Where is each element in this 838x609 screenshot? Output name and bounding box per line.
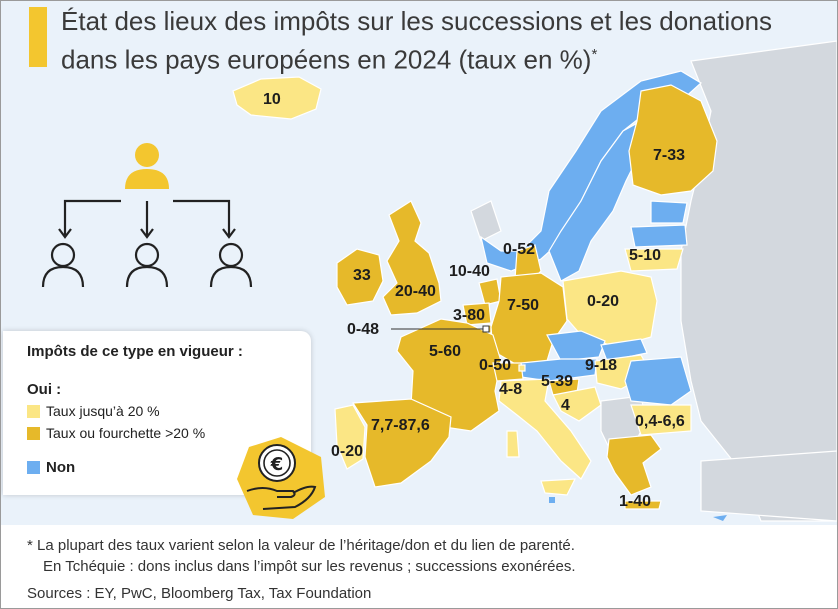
country-crete (624, 500, 662, 510)
country-finland (628, 84, 718, 196)
country-liechtenstein (518, 364, 526, 372)
label-royaume-uni: 20-40 (395, 283, 436, 300)
label-islande: 10 (263, 91, 281, 108)
norway-north-non-eu (470, 200, 502, 242)
country-latvia (630, 224, 688, 248)
country-sicily (540, 478, 577, 496)
country-switzerland (492, 362, 524, 382)
legend-label-low: Taux jusqu’à 20 % (46, 403, 160, 419)
svg-text:€: € (270, 454, 284, 475)
legend-swatch-high (27, 426, 40, 440)
country-spain (351, 398, 452, 488)
label-pologne: 0-20 (587, 293, 620, 310)
legend-label-none: Non (46, 459, 76, 476)
country-bulgaria (630, 404, 692, 436)
legend-oui: Oui : (27, 381, 62, 398)
country-cyprus (713, 515, 727, 521)
label-france: 5-60 (429, 343, 462, 360)
country-belgium (462, 302, 492, 326)
euro-coin-hand-icon: € (237, 437, 325, 519)
country-norway (480, 70, 703, 272)
country-greece (606, 434, 662, 496)
turkey-region (700, 450, 837, 522)
country-croatia (552, 386, 602, 422)
country-portugal (334, 404, 366, 470)
legend-row-low: Taux jusqu’à 20 % (27, 403, 160, 419)
label-finlande: 7-33 (653, 147, 686, 164)
country-romania (624, 356, 692, 406)
luxembourg-marker (482, 325, 490, 333)
country-lithuania (624, 248, 684, 272)
country-poland (562, 270, 658, 348)
sources: Sources : EY, PwC, Bloomberg Tax, Tax Fo… (27, 585, 372, 602)
country-malta (549, 497, 555, 503)
legend-label-high: Taux ou fourchette >20 % (46, 425, 206, 441)
country-iceland (232, 76, 322, 120)
footer: * La plupart des taux varient selon la v… (1, 525, 837, 608)
country-italy (498, 378, 592, 480)
footnote-1: * La plupart des taux varient selon la v… (27, 537, 575, 554)
legend-row-high: Taux ou fourchette >20 % (27, 425, 205, 441)
label-portugal: 0-20 (331, 443, 364, 460)
label-allemagne: 7-50 (507, 297, 540, 314)
label-irlande: 33 (353, 267, 371, 284)
label-bulgarie: 0,4-6,6 (635, 413, 685, 430)
label-luxembourg: 0-48 (347, 321, 380, 338)
page-title: État des lieux des impôts sur les succes… (61, 6, 773, 75)
country-ireland (336, 248, 384, 306)
label-danemark: 0-52 (503, 241, 536, 258)
country-estonia (650, 200, 688, 224)
legend-title: Impôts de ce type en vigueur : (27, 343, 243, 360)
footnote-2: En Tchéquie : dons inclus dans l’impôt s… (43, 558, 576, 575)
country-sardinia (506, 430, 520, 458)
country-netherlands (478, 278, 502, 306)
label-liechtenstein: 4-8 (499, 381, 523, 398)
label-hongrie: 9-18 (585, 357, 618, 374)
label-pays-bas: 10-40 (449, 263, 490, 280)
country-france (396, 318, 502, 432)
legend-swatch-none (27, 461, 40, 474)
label-grece: 1-40 (619, 493, 652, 510)
legend-row-none: Non (27, 459, 75, 476)
country-slovakia (600, 338, 648, 362)
label-slovenie: 5-39 (541, 373, 574, 390)
family-tree-icon (41, 143, 253, 288)
label-espagne: 7,7-87,6 (371, 417, 430, 434)
label-suisse: 0-50 (479, 357, 512, 374)
legend-swatch-low (27, 404, 40, 418)
label-belgique: 3-80 (453, 307, 486, 324)
label-italie: 4 (561, 397, 570, 414)
country-uk (382, 200, 442, 316)
label-lituanie: 5-10 (629, 247, 662, 264)
title-accent-bar (29, 7, 47, 67)
